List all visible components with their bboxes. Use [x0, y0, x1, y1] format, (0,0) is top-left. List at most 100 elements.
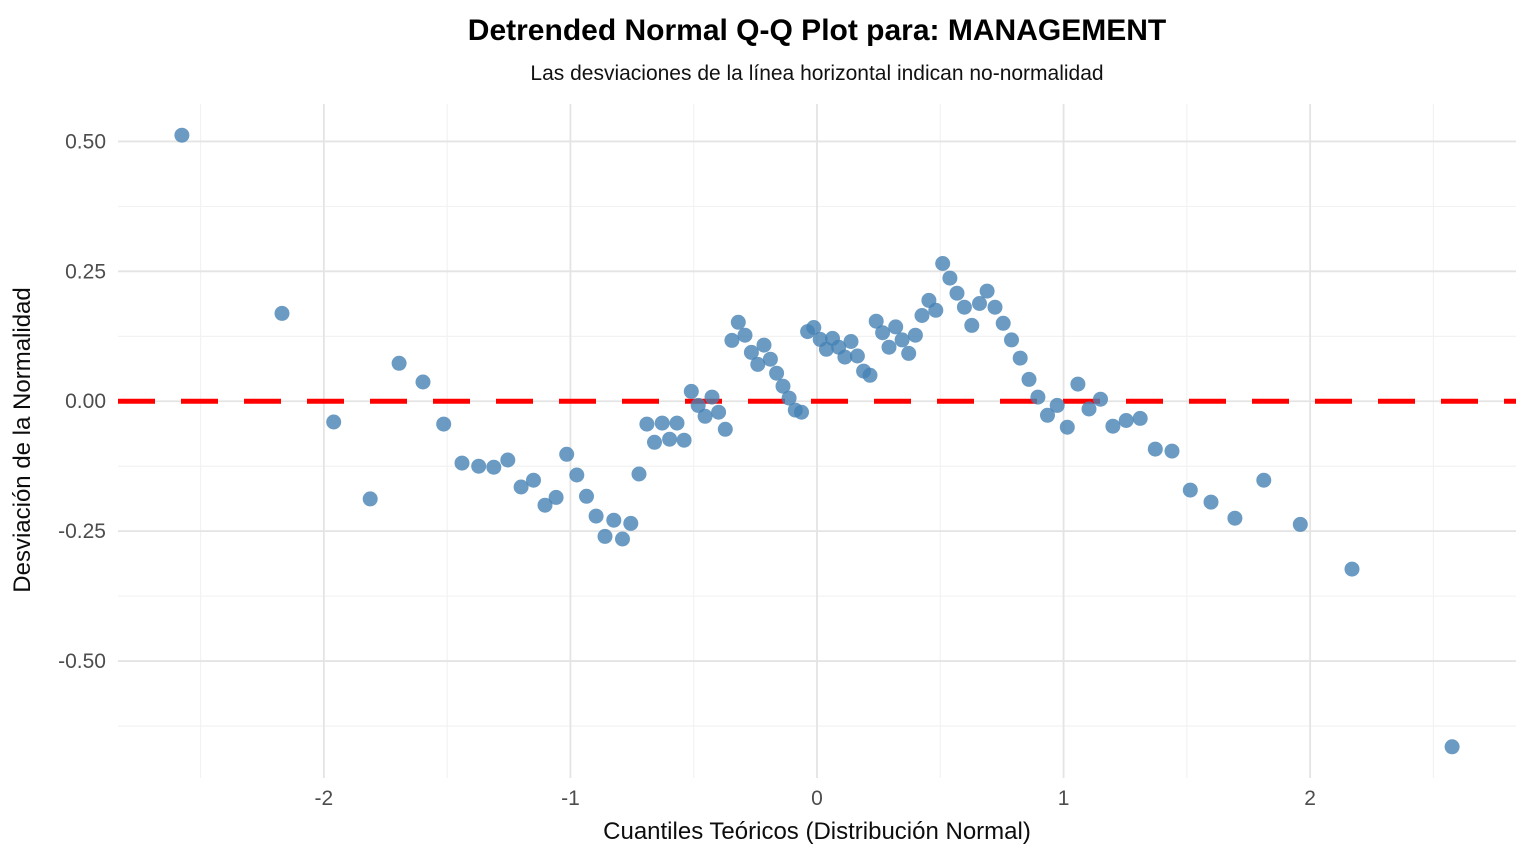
y-axis-label: Desviación de la Normalidad: [9, 287, 36, 592]
scatter-point: [548, 489, 564, 505]
scatter-point: [750, 356, 766, 372]
scatter-point: [1227, 510, 1243, 526]
scatter-point: [979, 283, 995, 299]
scatter-point: [717, 421, 733, 437]
scatter-point: [972, 296, 987, 311]
scatter-point: [942, 270, 958, 286]
scatter-point: [597, 528, 613, 544]
scatter-point: [559, 446, 575, 462]
scatter-point: [1093, 391, 1108, 407]
scatter-point: [326, 414, 342, 430]
scatter-point: [1292, 516, 1308, 532]
scatter-point: [1021, 371, 1037, 387]
scatter-point: [901, 345, 917, 361]
scatter-point: [500, 452, 516, 468]
scatter-point: [513, 479, 529, 495]
scatter-point: [615, 531, 630, 547]
scatter-point: [888, 319, 904, 335]
scatter-point: [711, 404, 727, 420]
scatter-point: [683, 383, 699, 399]
scatter-point: [676, 432, 692, 448]
scatter-point: [914, 308, 930, 323]
y-tick-label: 0.25: [65, 260, 106, 283]
scatter-point: [949, 285, 965, 301]
x-tick-label: 1: [1058, 787, 1070, 810]
scatter-point: [690, 397, 706, 413]
scatter-point: [956, 299, 972, 315]
scatter-point: [486, 459, 502, 475]
scatter-point: [1012, 350, 1028, 366]
scatter-point: [1344, 561, 1360, 577]
scatter-point: [454, 455, 470, 471]
scatter-point: [935, 256, 951, 271]
scatter-point: [1118, 413, 1134, 428]
scatter-point: [647, 434, 662, 450]
scatter-point: [669, 415, 685, 431]
scatter-point: [588, 508, 604, 524]
scatter-point: [987, 299, 1003, 315]
scatter-point: [704, 389, 720, 405]
scatter-point: [1081, 401, 1097, 417]
x-tick-label: -2: [315, 787, 334, 810]
scatter-point: [579, 488, 594, 504]
scatter-point: [1070, 376, 1086, 392]
scatter-point: [868, 313, 884, 329]
scatter-point: [775, 378, 791, 394]
scatter-point: [639, 416, 655, 432]
scatter-point: [436, 416, 452, 432]
scatter-point: [862, 367, 878, 383]
scatter-point: [743, 344, 759, 360]
tick-labels-layer: -2 -1 0 1 2 0.50 0.25 0.00 -0.25 -0.50: [58, 130, 1316, 810]
scatter-point: [1203, 494, 1219, 510]
scatter-point: [849, 348, 865, 364]
scatter-point: [1164, 443, 1180, 459]
scatter-point: [894, 332, 910, 348]
scatter-points-layer: [174, 127, 1460, 755]
y-tick-label: -0.25: [58, 520, 106, 543]
grid-major-layer: [118, 104, 1516, 778]
y-tick-label: -0.50: [58, 650, 106, 673]
scatter-point: [623, 515, 639, 531]
scatter-point: [781, 390, 797, 406]
scatter-point: [806, 320, 822, 335]
scatter-point: [526, 472, 541, 488]
scatter-point: [631, 466, 647, 482]
scatter-point: [843, 334, 859, 349]
scatter-point: [881, 339, 897, 355]
scatter-point: [1147, 441, 1163, 457]
scatter-point: [964, 317, 980, 333]
scatter-point: [837, 349, 853, 365]
scatter-point: [662, 431, 678, 447]
y-tick-label: 0.50: [65, 130, 106, 153]
scatter-point: [730, 314, 746, 330]
scatter-point: [907, 327, 923, 343]
x-tick-label: -1: [561, 787, 580, 810]
scatter-point: [1444, 739, 1460, 755]
scatter-point: [875, 325, 891, 341]
scatter-point: [1105, 418, 1121, 434]
scatter-point: [1030, 389, 1046, 405]
scatter-point: [1132, 410, 1148, 426]
scatter-point: [569, 467, 585, 483]
x-axis-label: Cuantiles Teóricos (Distribución Normal): [603, 818, 1031, 845]
scatter-point: [1059, 419, 1075, 435]
scatter-point: [174, 127, 190, 143]
scatter-point: [769, 365, 785, 381]
scatter-point: [762, 351, 778, 367]
scatter-point: [1040, 407, 1055, 423]
x-tick-label: 0: [811, 787, 823, 810]
scatter-point: [415, 374, 431, 390]
scatter-point: [471, 458, 487, 474]
x-tick-label: 2: [1304, 787, 1316, 810]
scatter-point: [1049, 397, 1065, 413]
scatter-point: [697, 408, 713, 424]
scatter-point: [1256, 472, 1272, 488]
y-tick-label: 0.00: [65, 390, 106, 413]
scatter-point: [756, 337, 772, 353]
scatter-point: [654, 415, 670, 431]
plot-title: Detrended Normal Q-Q Plot para: MANAGEME…: [468, 14, 1166, 47]
scatter-point: [928, 302, 944, 318]
scatter-point: [724, 332, 740, 348]
